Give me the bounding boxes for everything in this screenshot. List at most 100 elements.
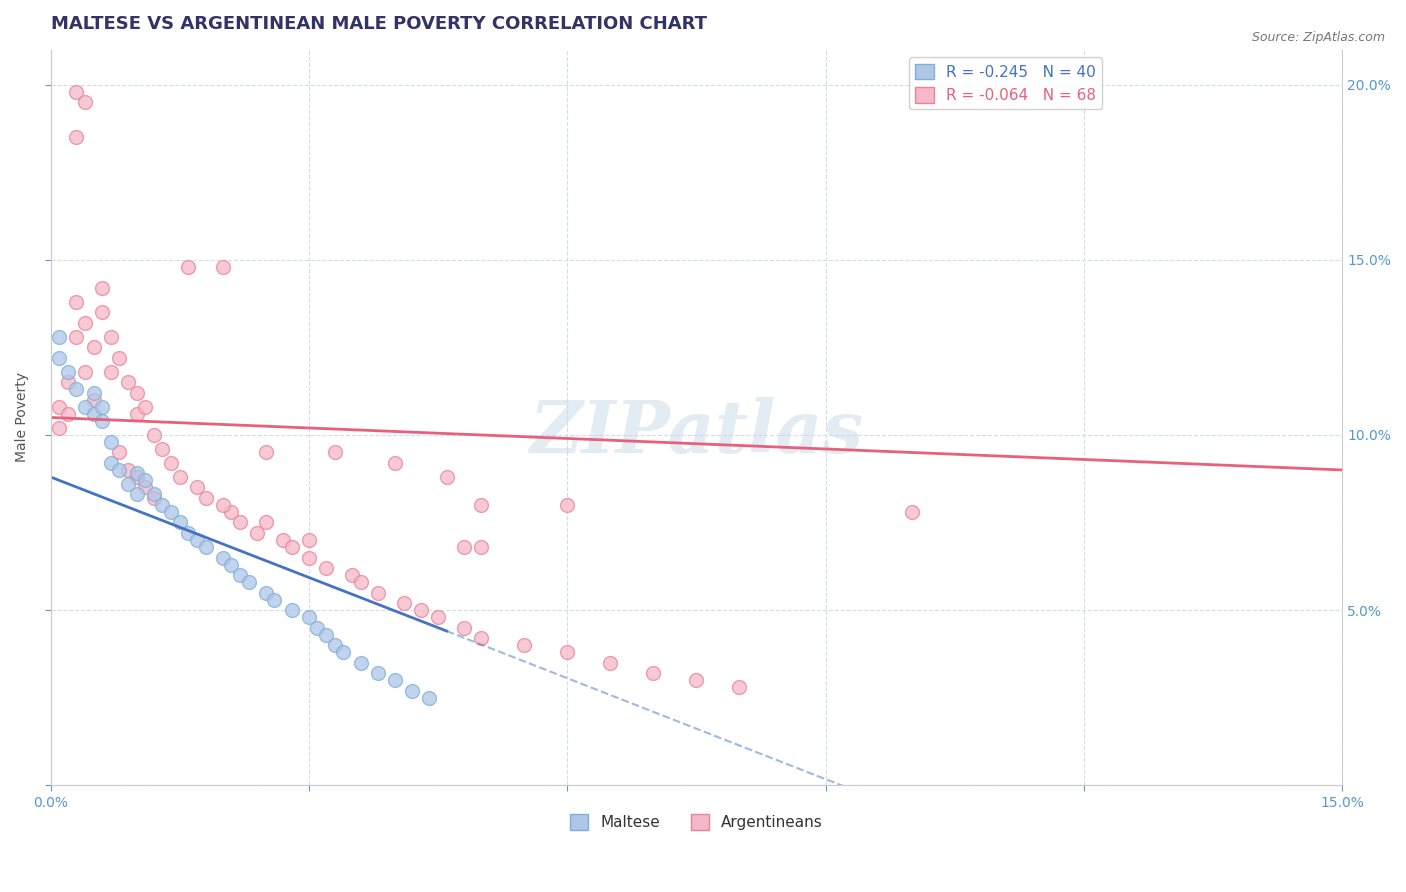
- Point: [65, 330, 87, 344]
- Point: [186, 481, 208, 495]
- Point: [418, 690, 440, 705]
- Point: [83, 407, 105, 421]
- Point: [117, 463, 139, 477]
- Point: [332, 645, 354, 659]
- Point: [246, 526, 269, 541]
- Point: [169, 470, 191, 484]
- Point: [238, 574, 260, 589]
- Point: [643, 666, 665, 681]
- Point: [384, 456, 406, 470]
- Text: ZIPatlas: ZIPatlas: [529, 397, 863, 467]
- Point: [271, 533, 294, 547]
- Point: [298, 610, 321, 624]
- Point: [100, 456, 122, 470]
- Text: MALTESE VS ARGENTINEAN MALE POVERTY CORRELATION CHART: MALTESE VS ARGENTINEAN MALE POVERTY CORR…: [51, 15, 707, 33]
- Point: [453, 621, 475, 635]
- Point: [100, 365, 122, 379]
- Point: [194, 540, 217, 554]
- Point: [65, 130, 87, 145]
- Point: [100, 434, 122, 449]
- Point: [125, 467, 148, 481]
- Legend: Maltese, Argentineans: Maltese, Argentineans: [564, 808, 830, 837]
- Point: [134, 400, 156, 414]
- Point: [298, 533, 321, 547]
- Point: [134, 481, 156, 495]
- Point: [152, 498, 174, 512]
- Point: [48, 351, 70, 365]
- Point: [100, 330, 122, 344]
- Point: [254, 445, 277, 459]
- Point: [125, 386, 148, 401]
- Point: [48, 421, 70, 435]
- Point: [108, 445, 131, 459]
- Point: [56, 365, 79, 379]
- Point: [263, 592, 285, 607]
- Point: [470, 498, 492, 512]
- Point: [211, 550, 233, 565]
- Point: [83, 341, 105, 355]
- Point: [211, 260, 233, 274]
- Point: [349, 574, 371, 589]
- Point: [221, 505, 243, 519]
- Point: [323, 638, 346, 652]
- Point: [254, 585, 277, 599]
- Point: [108, 351, 131, 365]
- Point: [315, 561, 337, 575]
- Point: [65, 85, 87, 99]
- Point: [367, 666, 389, 681]
- Point: [401, 683, 423, 698]
- Point: [470, 540, 492, 554]
- Point: [307, 621, 329, 635]
- Y-axis label: Male Poverty: Male Poverty: [15, 373, 30, 462]
- Point: [900, 505, 922, 519]
- Point: [728, 680, 751, 694]
- Point: [56, 407, 79, 421]
- Point: [211, 498, 233, 512]
- Point: [91, 400, 114, 414]
- Point: [427, 610, 450, 624]
- Point: [392, 596, 415, 610]
- Point: [436, 470, 458, 484]
- Point: [280, 540, 302, 554]
- Point: [169, 516, 191, 530]
- Point: [73, 316, 96, 330]
- Point: [367, 585, 389, 599]
- Point: [177, 260, 200, 274]
- Point: [117, 376, 139, 390]
- Point: [229, 568, 252, 582]
- Point: [160, 505, 183, 519]
- Point: [142, 428, 165, 442]
- Point: [315, 627, 337, 641]
- Point: [65, 383, 87, 397]
- Point: [186, 533, 208, 547]
- Point: [513, 638, 536, 652]
- Point: [125, 487, 148, 501]
- Point: [685, 673, 707, 687]
- Point: [194, 491, 217, 505]
- Point: [83, 392, 105, 407]
- Point: [177, 526, 200, 541]
- Point: [599, 656, 621, 670]
- Point: [160, 456, 183, 470]
- Point: [384, 673, 406, 687]
- Point: [108, 463, 131, 477]
- Point: [142, 491, 165, 505]
- Point: [142, 487, 165, 501]
- Point: [340, 568, 363, 582]
- Point: [73, 400, 96, 414]
- Point: [221, 558, 243, 572]
- Point: [229, 516, 252, 530]
- Point: [125, 470, 148, 484]
- Point: [83, 386, 105, 401]
- Point: [125, 407, 148, 421]
- Point: [48, 400, 70, 414]
- Point: [323, 445, 346, 459]
- Point: [280, 603, 302, 617]
- Point: [152, 442, 174, 456]
- Point: [470, 631, 492, 645]
- Point: [117, 477, 139, 491]
- Point: [349, 656, 371, 670]
- Point: [298, 550, 321, 565]
- Point: [453, 540, 475, 554]
- Point: [73, 95, 96, 110]
